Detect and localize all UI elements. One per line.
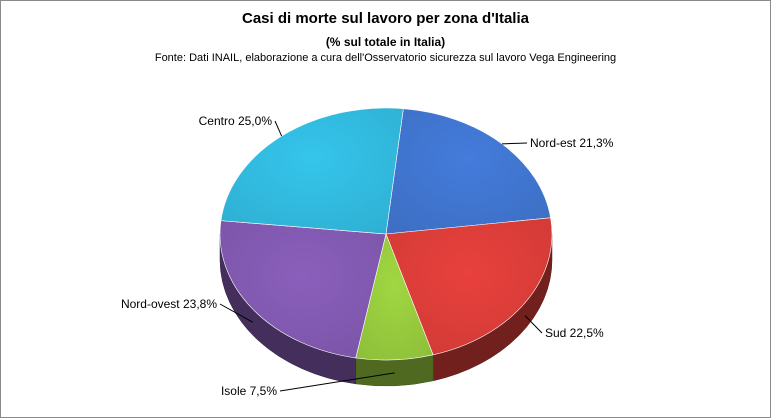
pie-slice-sud: [385, 217, 553, 356]
pie-slice-nord-ovest: [219, 220, 387, 359]
slice-label-isole: Isole 7,5%: [221, 384, 277, 398]
leader-line-nord-ovest: [219, 303, 254, 323]
leader-line-isole: [279, 372, 395, 392]
leader-line-sud: [524, 315, 543, 334]
slice-label-nord-ovest: Nord-ovest 23,8%: [121, 297, 217, 311]
leader-line-nord-est: [501, 142, 528, 145]
chart-subtitle: (% sul totale in Italia): [325, 35, 446, 49]
chart-title: Casi di morte sul lavoro per zona d'Ital…: [242, 10, 529, 27]
leader-line-centro: [274, 120, 283, 137]
pie-slice-nord-est: [385, 108, 551, 235]
slice-label-sud: Sud 22,5%: [545, 326, 604, 340]
chart-source: Fonte: Dati INAIL, elaborazione a cura d…: [154, 52, 617, 64]
slice-label-nord-est: Nord-est 21,3%: [530, 136, 614, 150]
pie-slice-centro: [220, 107, 404, 235]
slice-label-centro: Centro 25,0%: [199, 114, 273, 128]
